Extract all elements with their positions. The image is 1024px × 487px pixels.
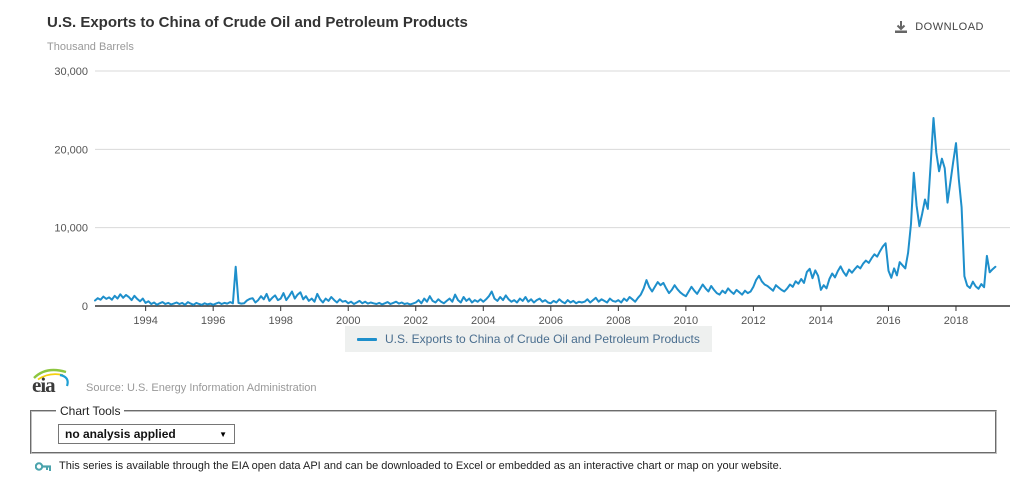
svg-text:0: 0	[82, 301, 88, 313]
legend-item[interactable]: U.S. Exports to China of Crude Oil and P…	[345, 326, 712, 352]
download-button[interactable]: DOWNLOAD	[894, 20, 984, 34]
svg-text:20,000: 20,000	[54, 144, 88, 156]
api-note-text: This series is available through the EIA…	[59, 460, 782, 472]
svg-text:2002: 2002	[404, 315, 428, 327]
eia-logo[interactable]: eia	[30, 366, 74, 398]
svg-text:2016: 2016	[876, 315, 900, 327]
eia-logo-text: eia	[32, 373, 56, 397]
legend-label: U.S. Exports to China of Crude Oil and P…	[385, 332, 700, 346]
svg-text:1998: 1998	[268, 315, 292, 327]
download-icon	[895, 21, 908, 33]
api-note-row: This series is available through the EIA…	[35, 460, 782, 472]
svg-text:2008: 2008	[606, 315, 630, 327]
legend-line-swatch	[357, 337, 377, 341]
svg-text:30,000: 30,000	[54, 66, 88, 78]
svg-text:1994: 1994	[133, 315, 157, 327]
dropdown-caret-icon: ▼	[219, 429, 227, 439]
source-row: eia Source: U.S. Energy Information Admi…	[30, 366, 317, 398]
svg-text:2000: 2000	[336, 315, 360, 327]
line-chart[interactable]: 0 10,000 20,000 30,000 1994 1996 1998 2000 2002 2…	[0, 0, 1024, 335]
svg-text:2006: 2006	[539, 315, 563, 327]
svg-text:2010: 2010	[674, 315, 698, 327]
svg-text:2004: 2004	[471, 315, 495, 327]
svg-text:1996: 1996	[201, 315, 225, 327]
source-attribution: Source: U.S. Energy Information Administ…	[86, 382, 317, 394]
page-title: U.S. Exports to China of Crude Oil and P…	[47, 14, 468, 31]
svg-text:2012: 2012	[741, 315, 765, 327]
chart-tools-panel: Chart Tools no analysis applied ▼	[30, 404, 997, 454]
svg-text:2018: 2018	[944, 315, 968, 327]
y-axis-unit-label: Thousand Barrels	[47, 41, 134, 53]
analysis-dropdown[interactable]: no analysis applied ▼	[58, 424, 235, 444]
svg-text:2014: 2014	[809, 315, 833, 327]
eia-logo-swoosh-icon	[33, 368, 69, 387]
analysis-dropdown-value: no analysis applied	[65, 427, 176, 441]
download-label: DOWNLOAD	[915, 21, 984, 33]
chart-tools-label: Chart Tools	[60, 404, 121, 418]
svg-text:10,000: 10,000	[54, 223, 88, 235]
key-icon	[35, 461, 51, 471]
